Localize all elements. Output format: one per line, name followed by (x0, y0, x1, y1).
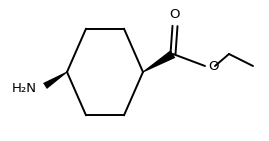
Text: O: O (170, 8, 180, 21)
Polygon shape (43, 72, 67, 89)
Polygon shape (143, 50, 175, 72)
Text: O: O (208, 60, 218, 72)
Text: H₂N: H₂N (12, 81, 37, 94)
